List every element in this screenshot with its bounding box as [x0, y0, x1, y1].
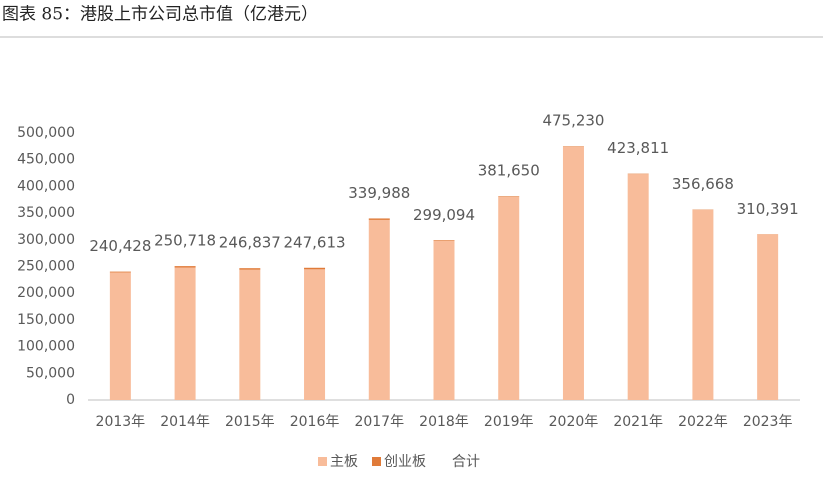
- bar-segment: [498, 196, 520, 400]
- x-tick-label: 2013年: [96, 414, 146, 430]
- total-label: 310,391: [737, 200, 799, 218]
- bar-segment: [692, 209, 714, 400]
- x-tick-label: 2014年: [160, 414, 210, 430]
- bar-segment: [109, 272, 131, 400]
- bar-segment: [757, 234, 779, 400]
- x-tick-label: 2017年: [354, 414, 404, 430]
- legend-label: 主板: [330, 454, 358, 470]
- legend-label: 合计: [452, 454, 480, 470]
- y-tick-label: 500,000: [17, 125, 75, 141]
- y-tick-label: 0: [66, 392, 75, 408]
- bar-segment: [562, 146, 584, 400]
- bar-segment: [368, 218, 390, 220]
- x-tick-label: 2015年: [225, 414, 275, 430]
- total-label: 381,650: [478, 162, 540, 180]
- x-tick-label: 2023年: [743, 414, 793, 430]
- legend-swatch: [372, 457, 381, 466]
- y-tick-label: 350,000: [17, 205, 75, 221]
- y-tick-label: 150,000: [17, 312, 75, 328]
- x-tick-label: 2021年: [613, 414, 663, 430]
- bar-segment: [433, 241, 455, 400]
- chart-title: 图表 85：港股上市公司总市值（亿港元）: [2, 5, 318, 25]
- y-tick-label: 450,000: [17, 152, 75, 168]
- bar-segment: [174, 267, 196, 400]
- x-tick-label: 2020年: [549, 414, 599, 430]
- total-label: 250,718: [154, 232, 216, 250]
- bar-segment: [627, 174, 649, 400]
- bar-segment: [498, 196, 520, 197]
- bar-segment: [239, 269, 261, 400]
- total-label: 339,988: [348, 184, 410, 202]
- legend-label: 创业板: [384, 454, 426, 470]
- y-tick-label: 100,000: [17, 339, 75, 355]
- x-tick-label: 2016年: [290, 414, 340, 430]
- x-tick-label: 2022年: [678, 414, 728, 430]
- bar-segment: [368, 219, 390, 400]
- legend-swatch: [318, 457, 327, 466]
- total-label: 240,428: [89, 237, 151, 255]
- bar-segment: [174, 266, 196, 268]
- y-tick-label: 250,000: [17, 259, 75, 275]
- total-label: 247,613: [284, 233, 346, 251]
- y-tick-label: 50,000: [26, 365, 75, 381]
- x-tick-label: 2018年: [419, 414, 469, 430]
- x-tick-label: 2019年: [484, 414, 534, 430]
- bar-segment: [433, 240, 455, 242]
- bar-segment: [239, 268, 261, 270]
- total-label: 299,094: [413, 206, 475, 224]
- bar-segment: [109, 271, 131, 273]
- total-label: 475,230: [542, 112, 604, 130]
- y-tick-label: 200,000: [17, 285, 75, 301]
- y-tick-label: 300,000: [17, 232, 75, 248]
- y-tick-label: 400,000: [17, 178, 75, 194]
- bar-segment: [304, 269, 326, 400]
- total-label: 246,837: [219, 234, 281, 252]
- total-label: 423,811: [607, 139, 669, 157]
- total-label: 356,668: [672, 175, 734, 193]
- bar-segment: [304, 267, 326, 270]
